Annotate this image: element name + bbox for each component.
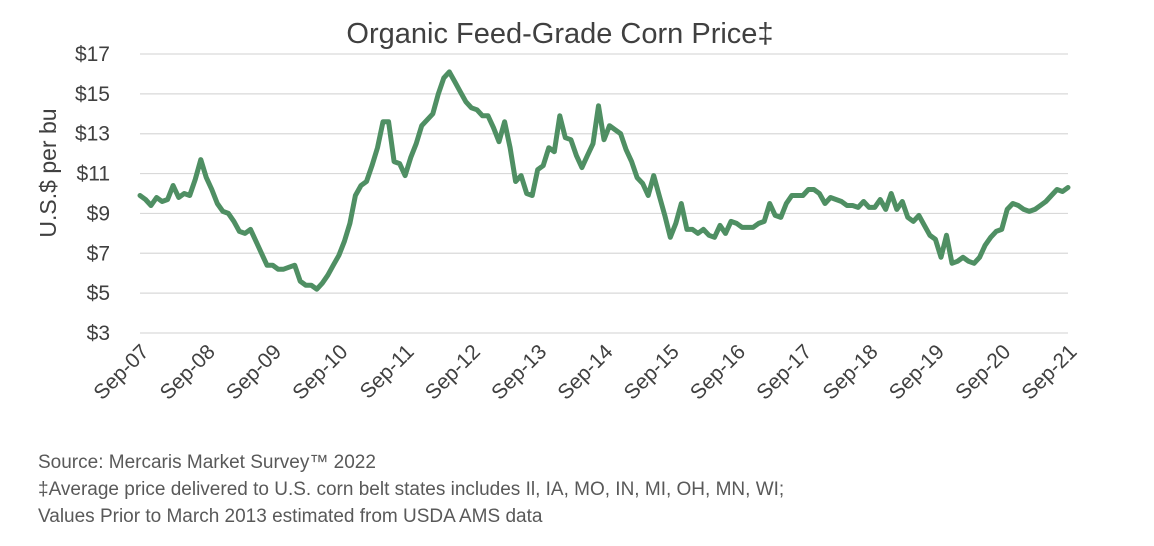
x-tick-label: Sep-11 [356,340,419,403]
y-tick-label: $7 [87,242,110,265]
x-tick-label: Sep-14 [553,340,617,404]
x-tick-label: Sep-08 [156,340,220,404]
x-tick-label: Sep-19 [885,340,949,404]
footnote-usda: Values Prior to March 2013 estimated fro… [38,506,543,527]
x-tick-label: Sep-10 [288,340,352,404]
footnote-states: ‡Average price delivered to U.S. corn be… [38,479,785,500]
y-tick-label: $3 [87,322,110,345]
x-tick-label: Sep-13 [487,340,551,404]
y-axis-label: U.S.$ per bu [35,108,61,237]
x-tick-label: Sep-12 [421,340,485,404]
x-tick-label: Sep-15 [620,340,684,404]
chart-notes: Source: Mercaris Market Survey™ 2022 ‡Av… [38,449,784,530]
y-tick-label: $11 [77,163,110,186]
y-tick-label: $13 [75,123,110,146]
x-tick-label: Sep-17 [752,340,816,404]
x-tick-label: Sep-07 [89,340,153,404]
x-tick-label: Sep-16 [686,340,750,404]
source-note: Source: Mercaris Market Survey™ 2022 [38,452,376,473]
x-tick-label: Sep-18 [819,340,883,404]
y-tick-label: $15 [75,83,110,106]
chart-title: Organic Feed-Grade Corn Price‡ [346,18,773,50]
x-tick-label: Sep-20 [951,340,1015,404]
x-axis-ticks: Sep-07 Sep-08 Sep-09 Sep-10 Sep-11 Sep-12 Sep-… [89,340,1081,404]
y-axis-ticks: $3 $5 $7 $9 $11 $13 $15 $17 [75,43,110,345]
series-line-corn-price [137,69,1071,292]
y-tick-label: $17 [75,43,110,66]
gridlines [140,53,1068,334]
x-tick-label: Sep-21 [1017,340,1081,404]
x-tick-label: Sep-09 [222,340,286,404]
y-tick-label: $5 [87,282,110,305]
y-tick-label: $9 [87,202,110,225]
